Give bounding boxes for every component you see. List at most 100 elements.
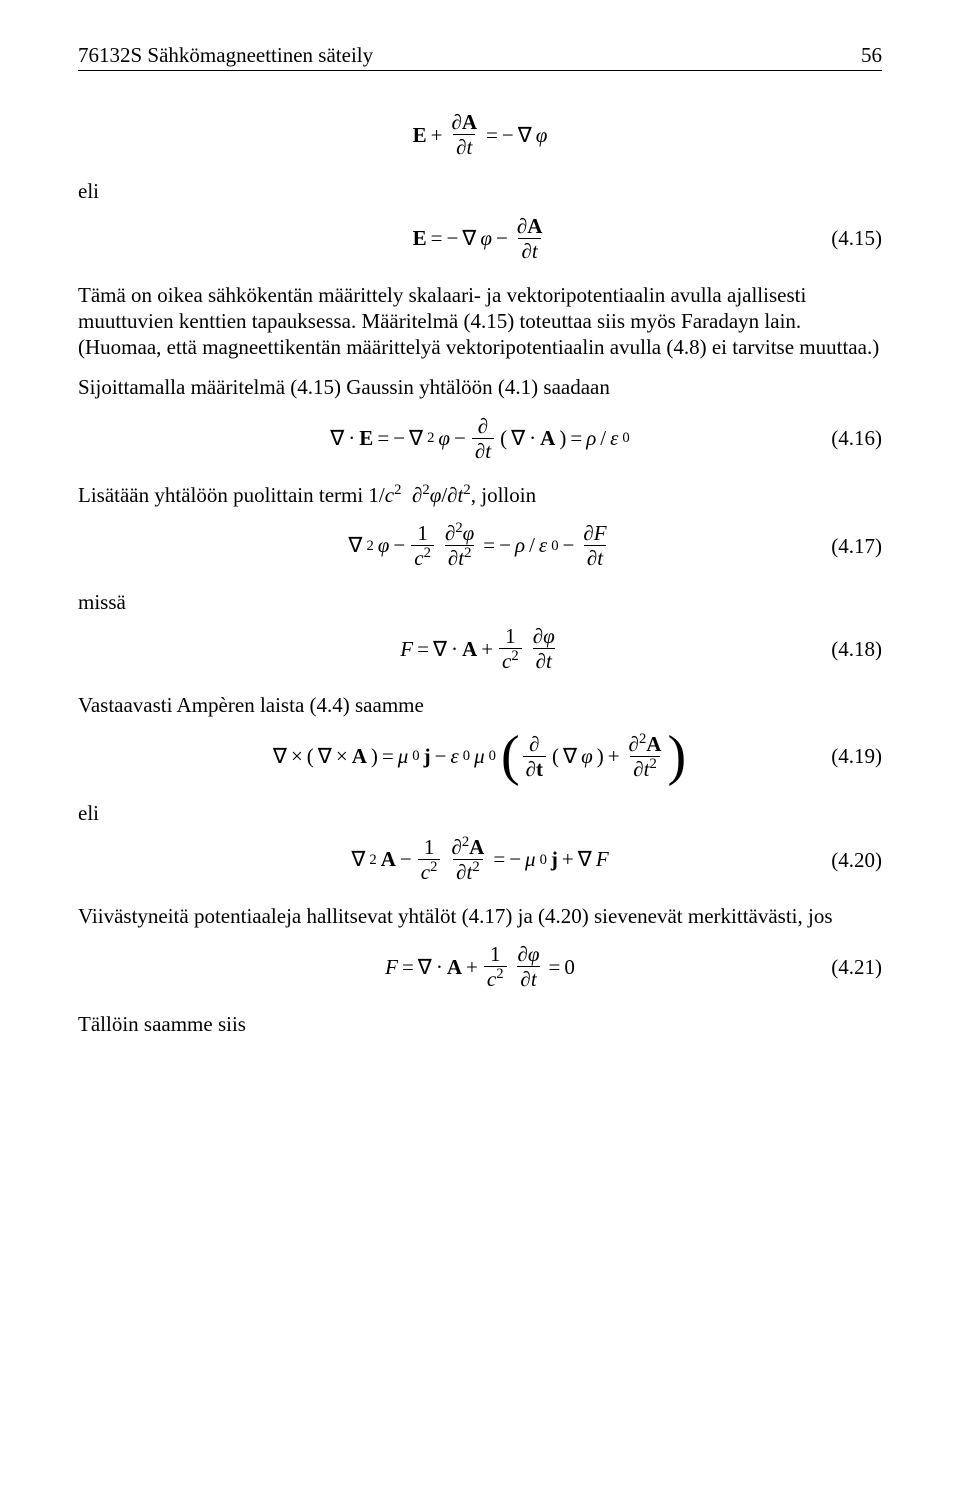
- eq2-16: =: [570, 425, 582, 451]
- eqnum-4-20: (4.20): [831, 846, 882, 872]
- equation-4-21: F = ∇ · A + 1 c2 ∂φ ∂t = 0 (4.21): [78, 943, 882, 990]
- p-17a: ∂: [445, 521, 455, 545]
- t-3: t: [532, 239, 538, 263]
- sym-phi-2: φ: [480, 225, 492, 251]
- equation-4-20: ∇2A − 1 c2 ∂2A ∂t2 = −μ0j + ∇F (4.20): [78, 836, 882, 883]
- s2-inl: 2: [463, 482, 470, 498]
- sc-20: 2: [430, 859, 437, 875]
- n-18: ∇: [433, 636, 447, 662]
- n-21: ∇: [418, 954, 432, 980]
- m2-16: −: [454, 425, 466, 451]
- p2-inl: ∂: [447, 483, 457, 507]
- sym-partial-2: ∂: [456, 135, 466, 159]
- eqnum-4-17: (4.17): [831, 532, 882, 558]
- mu2-19: μ: [474, 743, 485, 769]
- n3-19: ∇: [563, 743, 577, 769]
- para-5: Viivästyneitä potentiaaleja hallitsevat …: [78, 903, 882, 929]
- p2-16: ∂: [475, 439, 485, 463]
- sym-plus: +: [431, 122, 443, 148]
- sym-minus: −: [502, 122, 514, 148]
- a-3: A: [527, 214, 542, 238]
- frac-d2phi-17: ∂2φ ∂t2: [442, 522, 477, 569]
- t-16: t: [485, 439, 491, 463]
- c-18: c: [502, 649, 511, 673]
- equation-4-19: ∇ × (∇ × A) = μ0j − ε0μ0 ( ∂ ∂t (∇φ) +: [78, 733, 882, 780]
- eqnum-4-16: (4.16): [831, 425, 882, 451]
- p-19a: ∂: [529, 732, 539, 756]
- p-17b: ∂: [448, 546, 458, 570]
- p-3: ∂: [517, 214, 527, 238]
- x2-19: ×: [336, 743, 348, 769]
- n-19: ∇: [273, 743, 287, 769]
- a-16: A: [540, 425, 555, 451]
- sym-E-2: E: [413, 225, 427, 251]
- equation-4-18: F = ∇ · A + 1 c2 ∂φ ∂t (4.18): [78, 625, 882, 672]
- equation-4-15: E = −∇φ − ∂A ∂t (4.15): [78, 215, 882, 262]
- sym-eq-2: =: [431, 225, 443, 251]
- eps-19: ε: [450, 743, 458, 769]
- s-19d: 2: [649, 756, 656, 772]
- sym-partial: ∂: [451, 110, 461, 134]
- sym-t: t: [467, 135, 473, 159]
- text-tallo: Tällöin saamme siis: [78, 1011, 882, 1037]
- F-21: F: [385, 954, 398, 980]
- para-1: Tämä on oikea sähkökentän määrittely ska…: [78, 282, 882, 361]
- eq-18: =: [417, 636, 429, 662]
- p-4: ∂: [521, 239, 531, 263]
- p-20a: ∂: [451, 835, 461, 859]
- lp-19: (: [307, 743, 314, 769]
- phi-16: φ: [438, 425, 450, 451]
- n-16: ∇: [330, 425, 344, 451]
- s-17b: 2: [464, 545, 471, 561]
- p-21b: ∂: [520, 967, 530, 991]
- lp2-19: (: [552, 743, 559, 769]
- m2-20: −: [509, 846, 521, 872]
- s-20b: 2: [472, 859, 479, 875]
- sym-nab-2: ∇: [462, 225, 476, 251]
- rp-19: ): [371, 743, 378, 769]
- A-20: A: [381, 846, 396, 872]
- eq-16: =: [377, 425, 389, 451]
- m3-17: −: [563, 532, 575, 558]
- phi-21: φ: [528, 942, 540, 966]
- c-17: c: [414, 546, 423, 570]
- phi-inl: φ: [430, 483, 442, 507]
- j-19: j: [424, 743, 431, 769]
- p-17c: ∂: [583, 521, 593, 545]
- eq-21: =: [402, 954, 414, 980]
- frac-dphi-18: ∂φ ∂t: [530, 625, 558, 672]
- A-19: A: [352, 743, 367, 769]
- s-17a: 2: [455, 520, 462, 536]
- n2-19: ∇: [318, 743, 332, 769]
- eqnum-4-15: (4.15): [831, 225, 882, 251]
- A2-19: A: [646, 732, 661, 756]
- eqnum-4-19: (4.19): [831, 743, 882, 769]
- equation-4-17: ∇2φ − 1 c2 ∂2φ ∂t2 = −ρ / ε0 − ∂F ∂t (4.…: [78, 522, 882, 569]
- pl-19: +: [608, 743, 620, 769]
- n3-16: ∇: [511, 425, 525, 451]
- p-19c: ∂: [629, 732, 639, 756]
- sc-17: 2: [424, 545, 431, 561]
- m2-17: −: [499, 532, 511, 558]
- eps-16: ε: [610, 425, 618, 451]
- p-18a: ∂: [533, 624, 543, 648]
- m-19: −: [435, 743, 447, 769]
- eq-19: =: [382, 743, 394, 769]
- sym-E: E: [413, 122, 427, 148]
- p-21a: ∂: [518, 942, 528, 966]
- c-21: c: [487, 967, 496, 991]
- frac-d2A-19: ∂2A ∂t2: [626, 733, 665, 780]
- eps-17: ε: [539, 532, 547, 558]
- p-inl: ∂: [412, 483, 422, 507]
- p-16: ∂: [478, 414, 488, 438]
- para-3: Lisätään yhtälöön puolittain termi 1/c2 …: [78, 482, 882, 508]
- m-17: −: [393, 532, 405, 558]
- sl-17: /: [529, 532, 535, 558]
- frac-1c2-21: 1 c2: [484, 943, 507, 990]
- frac-ddt-16: ∂ ∂t: [472, 415, 494, 462]
- dot2-16: ·: [529, 425, 536, 451]
- para-3a: Lisätään yhtälöön puolittain termi 1/: [78, 483, 385, 507]
- sym-phi: φ: [536, 122, 548, 148]
- text-eli-1: eli: [78, 178, 882, 204]
- n2-20: ∇: [578, 846, 592, 872]
